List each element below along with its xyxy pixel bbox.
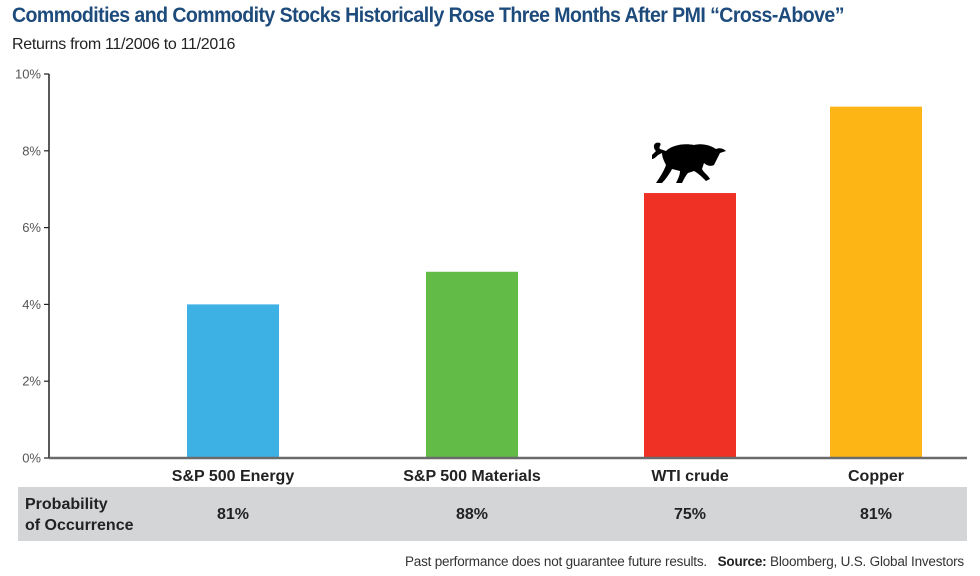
probability-row-label-line2: of Occurrence <box>25 517 134 534</box>
probability-value: 81% <box>859 506 893 523</box>
chart-title: Commodities and Commodity Stocks Histori… <box>12 4 844 27</box>
y-tick-label: 10% <box>15 67 41 82</box>
bar-s-p-500-materials <box>426 271 518 458</box>
y-tick-label: 4% <box>22 297 41 312</box>
y-tick-label: 8% <box>22 143 41 158</box>
category-labels: S&P 500 Energy S&P 500 Materials WTI crude… <box>172 468 904 485</box>
category-label: S&P 500 Materials <box>403 468 541 485</box>
probability-row-label-line1: Probability <box>25 496 108 513</box>
source-text: Bloomberg, U.S. Global Investors <box>770 554 964 569</box>
probability-value: 81% <box>216 506 250 523</box>
probability-value: 75% <box>673 506 707 523</box>
disclaimer: Past performance does not guarantee futu… <box>404 554 707 569</box>
y-axis: 0% 2% 4% 6% 8% 10% <box>15 67 50 466</box>
bar-wti-crude <box>644 193 736 459</box>
category-label: WTI crude <box>651 468 728 485</box>
category-label: S&P 500 Energy <box>172 468 295 485</box>
probability-band <box>18 487 967 541</box>
bar-copper <box>830 106 922 458</box>
chart-subtitle: Returns from 11/2006 to 11/2016 <box>12 36 236 53</box>
y-tick-label: 2% <box>22 374 41 389</box>
bar-s-p-500-energy <box>187 304 279 458</box>
source-label: Source: <box>717 554 767 569</box>
footer: Past performance does not guarantee futu… <box>405 554 964 569</box>
probability-row-label: Probability of Occurrence <box>25 494 165 536</box>
y-tick-label: 6% <box>22 220 41 235</box>
probability-value: 88% <box>455 506 489 523</box>
bars <box>187 106 922 459</box>
category-label: Copper <box>848 468 904 485</box>
bull-icon <box>652 142 726 184</box>
y-tick-label: 0% <box>22 451 41 466</box>
